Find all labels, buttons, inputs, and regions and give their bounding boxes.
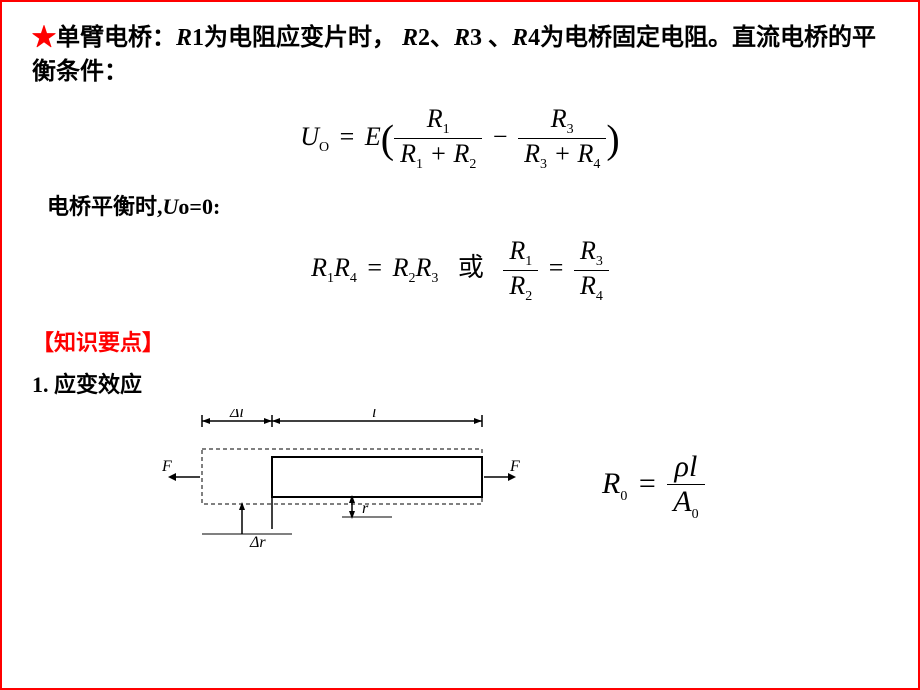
heading-text-1: 单臂电桥： bbox=[56, 25, 176, 51]
f3-frac: ρl A0 bbox=[667, 450, 704, 523]
strain-diagram: Δl l F F r bbox=[162, 409, 522, 564]
f1-minus: − bbox=[493, 122, 508, 151]
diagram-delta-l: Δl bbox=[229, 409, 244, 421]
balance-suffix: =0: bbox=[189, 194, 220, 219]
f2-r1r4: R1R4 bbox=[311, 253, 357, 282]
var-r4-num: 4 bbox=[528, 25, 540, 51]
formula-resistance: R0 = ρl A0 bbox=[602, 450, 705, 523]
f3-R0: R0 bbox=[602, 467, 627, 500]
diagram-r: r bbox=[362, 500, 369, 517]
diagram-F-left: F bbox=[162, 458, 172, 475]
star-icon: ★ bbox=[32, 25, 56, 51]
f2-frac1: R1 R2 bbox=[503, 236, 538, 305]
formula-balance-condition: R1R4 = R2R3 或 R1 R2 = R3 R4 bbox=[32, 236, 888, 305]
var-r1: R bbox=[176, 25, 192, 51]
balance-prefix: 电桥平衡时, bbox=[47, 194, 163, 219]
page-heading: ★单臂电桥：R1为电阻应变片时， R2、R3 、R4为电桥固定电阻。直流电桥的平… bbox=[32, 22, 888, 89]
f1-frac1: R1 R1 + R2 bbox=[394, 104, 482, 173]
f1-rparen: ) bbox=[606, 116, 619, 161]
f2-or: 或 bbox=[458, 253, 484, 282]
f2-r2r3: R2R3 bbox=[393, 253, 439, 282]
f1-eq: = bbox=[340, 122, 361, 151]
balance-uo: U bbox=[163, 194, 179, 219]
var-r1-num: 1 bbox=[192, 25, 204, 51]
var-r3: R bbox=[454, 25, 470, 51]
diagram-F-right: F bbox=[509, 458, 520, 475]
f1-lparen: ( bbox=[381, 116, 394, 161]
knowledge-item-1: 1. 应变效应 bbox=[32, 367, 888, 399]
f2-frac2: R3 R4 bbox=[574, 236, 609, 305]
balance-condition-text: 电桥平衡时,Uo=0: bbox=[47, 189, 888, 221]
var-r2: R bbox=[402, 25, 418, 51]
f1-E: E bbox=[365, 122, 381, 151]
heading-text-2: 为电阻应变片时， bbox=[204, 25, 396, 51]
sep2: 、 bbox=[482, 25, 512, 51]
f3-eq: = bbox=[639, 467, 663, 500]
diagram-delta-r: Δr bbox=[249, 534, 266, 551]
var-r2-num: 2 bbox=[418, 25, 430, 51]
knowledge-points-title: 【知识要点】 bbox=[32, 325, 888, 357]
f1-frac2: R3 R3 + R4 bbox=[518, 104, 606, 173]
var-r3-num: 3 bbox=[470, 25, 482, 51]
diagram-l: l bbox=[372, 409, 377, 421]
formula-output-voltage: UO = E( R1 R1 + R2 − R3 R3 + R4 ) bbox=[32, 104, 888, 173]
balance-uo-sub: o bbox=[178, 194, 189, 219]
sep1: 、 bbox=[430, 25, 454, 51]
strain-diagram-svg: Δl l F F r bbox=[162, 409, 522, 559]
f2-eq1: = bbox=[367, 253, 388, 282]
f1-lhs: UO bbox=[300, 122, 329, 151]
var-r4: R bbox=[512, 25, 528, 51]
f2-eq2: = bbox=[549, 253, 564, 282]
